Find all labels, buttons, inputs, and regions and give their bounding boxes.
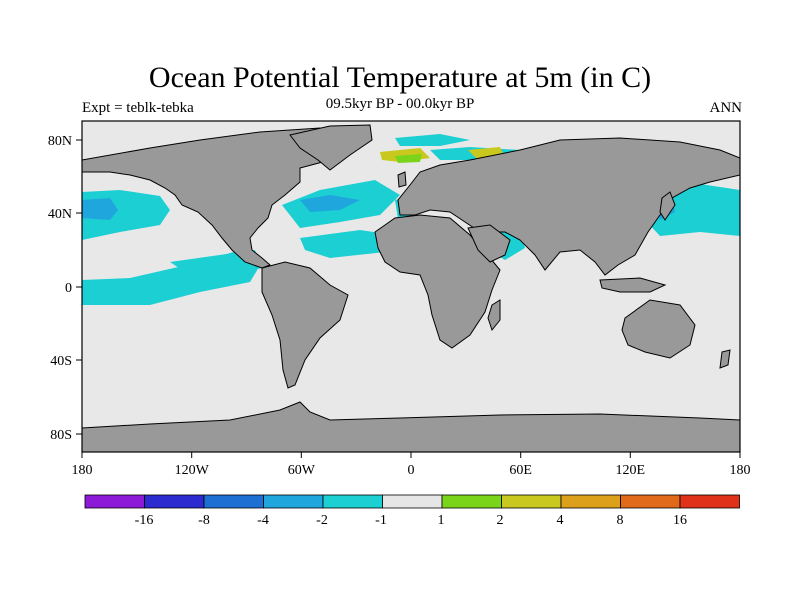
colorbar-label: 8 <box>617 513 624 528</box>
pacific-east-band <box>170 250 262 282</box>
colorbar-label: 1 <box>438 513 445 528</box>
colorbar-label: -16 <box>135 513 154 528</box>
lat-label-0: 0 <box>65 281 72 296</box>
colorbar-box <box>84 494 145 509</box>
lon-label-60w: 60W <box>288 463 316 478</box>
n-pacific-cool-core <box>82 198 118 220</box>
new-zealand <box>719 349 731 369</box>
lon-label-120e: 120E <box>616 463 646 478</box>
colorbar-box <box>382 494 443 509</box>
lon-label-60e: 60E <box>509 463 532 478</box>
arabia <box>467 224 511 263</box>
colorbar-box <box>560 494 621 509</box>
lat-label-40n: 40N <box>48 207 72 222</box>
africa <box>374 214 501 349</box>
antarctica <box>82 401 740 452</box>
lon-label-0: 0 <box>408 463 415 478</box>
experiment-label: Expt = teblk-tebka <box>82 100 194 116</box>
season-label: ANN <box>709 100 743 116</box>
british-isles <box>397 171 407 188</box>
atlantic-tropical-band <box>300 230 400 258</box>
latitude-labels: 80N 40N 0 40S 80S <box>48 134 72 443</box>
colorbar-box <box>441 494 502 509</box>
map-title: Ocean Potential Temperature at 5m (in C) <box>148 61 652 94</box>
colorbar-box <box>203 494 264 509</box>
colorbar-label: -2 <box>316 513 328 528</box>
colorbar-box <box>501 494 562 509</box>
colorbar-label: 16 <box>673 513 687 528</box>
japan <box>659 191 676 221</box>
indonesia <box>599 277 667 293</box>
n-atlantic-cool-core <box>300 195 360 212</box>
lon-label-120w: 120W <box>175 463 210 478</box>
colorbar-box <box>322 494 383 509</box>
colorbar-label: -4 <box>257 513 269 528</box>
lon-label-180w: 180 <box>72 463 93 478</box>
colorbar-box <box>144 494 205 509</box>
lat-label-40s: 40S <box>50 354 72 369</box>
colorbar-label: -8 <box>198 513 210 528</box>
madagascar <box>487 299 501 332</box>
greenland <box>289 124 373 171</box>
longitude-labels: 180 120W 60W 0 60E 120E 180 <box>72 463 751 478</box>
land-masses <box>82 124 740 452</box>
colorbar-label: -1 <box>375 513 387 528</box>
south-america <box>261 261 349 389</box>
arctic-green-patch <box>395 154 422 163</box>
colorbar-box <box>620 494 681 509</box>
lat-label-80s: 80S <box>50 428 72 443</box>
lon-label-180e: 180 <box>730 463 751 478</box>
colorbar-labels: -16 -8 -4 -2 -1 1 2 4 8 16 <box>135 513 687 528</box>
colorbar <box>84 494 740 509</box>
lat-label-80n: 80N <box>48 134 72 149</box>
nordic-sea-patch <box>395 134 470 146</box>
colorbar-label: 4 <box>557 513 564 528</box>
axis-ticks <box>76 139 741 458</box>
colorbar-label: 2 <box>497 513 504 528</box>
colorbar-box <box>263 494 324 509</box>
time-range-label: 09.5kyr BP - 00.0kyr BP <box>325 96 475 112</box>
colorbar-box <box>679 494 740 509</box>
australia <box>621 299 696 359</box>
